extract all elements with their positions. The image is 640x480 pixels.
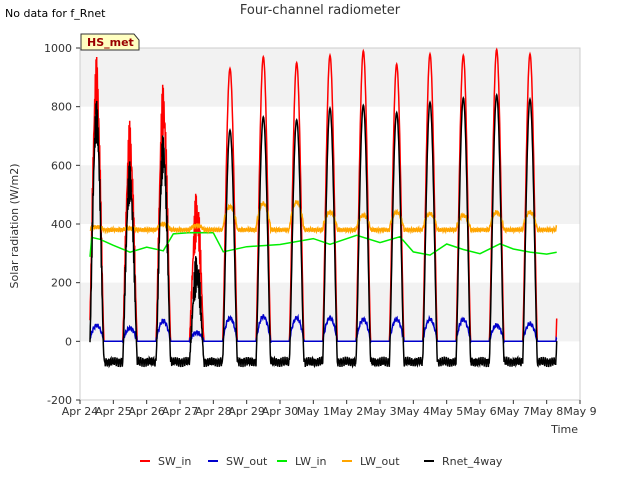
series-rnet-4way-line bbox=[89, 92, 558, 369]
site-badge: HS_met bbox=[80, 33, 140, 51]
y-tick-label: 1000 bbox=[44, 42, 72, 55]
y-tick-label: 200 bbox=[51, 277, 72, 290]
legend-label: LW_in bbox=[295, 455, 327, 468]
x-tick-label: May 4 bbox=[397, 405, 430, 418]
legend-label: LW_out bbox=[360, 455, 400, 468]
y-tick-label: 0 bbox=[65, 335, 72, 348]
grid-band bbox=[80, 282, 580, 342]
x-tick-label: May 2 bbox=[330, 405, 363, 418]
y-tick-label: 800 bbox=[51, 101, 72, 114]
grid-bands bbox=[80, 48, 580, 342]
y-tick-label: 400 bbox=[51, 218, 72, 231]
x-tick-label: Apr 29 bbox=[228, 405, 265, 418]
x-tick-label: May 6 bbox=[463, 405, 496, 418]
x-tick-label: May 3 bbox=[363, 405, 396, 418]
legend-label: Rnet_4way bbox=[442, 455, 503, 468]
x-tick-label: Apr 30 bbox=[262, 405, 299, 418]
y-tick-label: -200 bbox=[47, 394, 72, 407]
chart-title: Four-channel radiometer bbox=[239, 3, 401, 18]
x-tick-label: Apr 24 bbox=[62, 405, 99, 418]
legend-label: SW_out bbox=[226, 455, 268, 468]
x-tick-label: May 8 bbox=[530, 405, 563, 418]
no-data-note: No data for f_Rnet bbox=[5, 7, 106, 20]
x-tick-label: Apr 26 bbox=[128, 405, 165, 418]
x-tick-label: May 9 bbox=[563, 405, 596, 418]
legend: SW_in SW_out LW_in LW_out Rnet_4way bbox=[140, 455, 503, 468]
y-axis-label: Solar radiation (W/m2) bbox=[8, 163, 21, 288]
x-tick-label: May 7 bbox=[497, 405, 530, 418]
y-ticks: -200 0 200 400 600 800 1000 bbox=[44, 42, 80, 407]
y-tick-label: 600 bbox=[51, 159, 72, 172]
x-tick-label: Apr 25 bbox=[95, 405, 132, 418]
x-tick-label: May 1 bbox=[297, 405, 330, 418]
grid-band bbox=[80, 165, 580, 224]
site-badge-label: HS_met bbox=[87, 36, 134, 49]
series-lines bbox=[89, 47, 558, 369]
x-tick-label: Apr 28 bbox=[195, 405, 232, 418]
x-tick-label: May 5 bbox=[430, 405, 463, 418]
legend-label: SW_in bbox=[158, 455, 191, 468]
series-lw-in-line bbox=[89, 231, 557, 257]
x-axis-label: Time bbox=[550, 423, 578, 436]
x-tick-label: Apr 27 bbox=[162, 405, 199, 418]
